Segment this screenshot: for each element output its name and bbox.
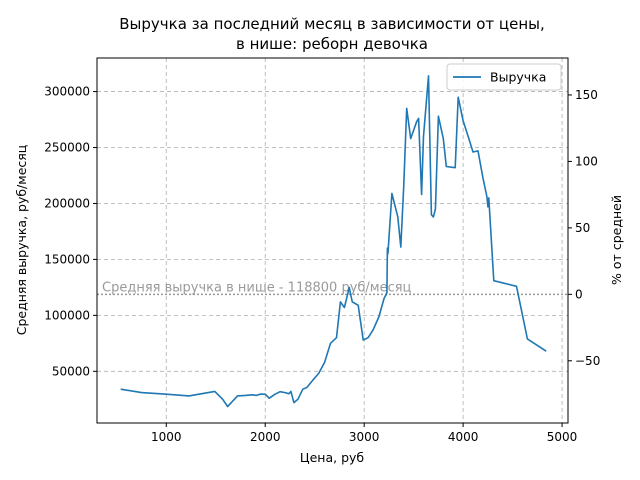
- legend-box: [446, 63, 562, 91]
- x-tick-label: 3000: [349, 430, 380, 444]
- y2-tick-label: 0: [575, 287, 583, 301]
- legend: Выручка: [446, 63, 562, 91]
- y2-tick-label: 150: [575, 88, 598, 102]
- x-tick-label: 1000: [151, 430, 182, 444]
- series-group: [120, 75, 547, 408]
- grid-lines: [97, 58, 568, 423]
- y-tick-label: 50000: [52, 364, 90, 378]
- y-axis-ticks: 50000 100000 150000 200000 250000 300000: [44, 85, 97, 378]
- mean-line-group: Средняя выручка в нише - 118800 руб/меся…: [97, 280, 568, 295]
- plot-frame: [96, 57, 569, 424]
- y2-tick-label: 50: [575, 221, 590, 235]
- y-tick-label: 200000: [44, 196, 90, 210]
- y-tick-label: 100000: [44, 308, 90, 322]
- series-line-revenue: [120, 75, 547, 408]
- y-tick-label: 250000: [44, 141, 90, 155]
- x-tick-label: 2000: [250, 430, 281, 444]
- y2-axis-ticks: −50 0 50 100 150: [568, 88, 600, 368]
- y2-tick-label: 100: [575, 154, 598, 168]
- y-tick-label: 150000: [44, 252, 90, 266]
- mean-annotation: Средняя выручка в нише - 118800 руб/меся…: [102, 280, 412, 295]
- x-axis-ticks: 1000 2000 3000 4000 5000: [151, 423, 577, 444]
- chart-title-line-2: в нише: реборн девочка: [236, 35, 428, 53]
- legend-label: Выручка: [490, 70, 546, 85]
- y-tick-label: 300000: [44, 85, 90, 99]
- x-tick-label: 5000: [547, 430, 578, 444]
- x-axis-label: Цена, руб: [300, 450, 365, 465]
- x-tick-label: 4000: [448, 430, 479, 444]
- y2-tick-label: −50: [575, 354, 600, 368]
- chart-title-line-1: Выручка за последний месяц в зависимости…: [119, 15, 545, 33]
- y-axis-label: Средняя выручка, руб/месяц: [14, 145, 29, 336]
- y2-axis-label: % от средней: [609, 195, 624, 285]
